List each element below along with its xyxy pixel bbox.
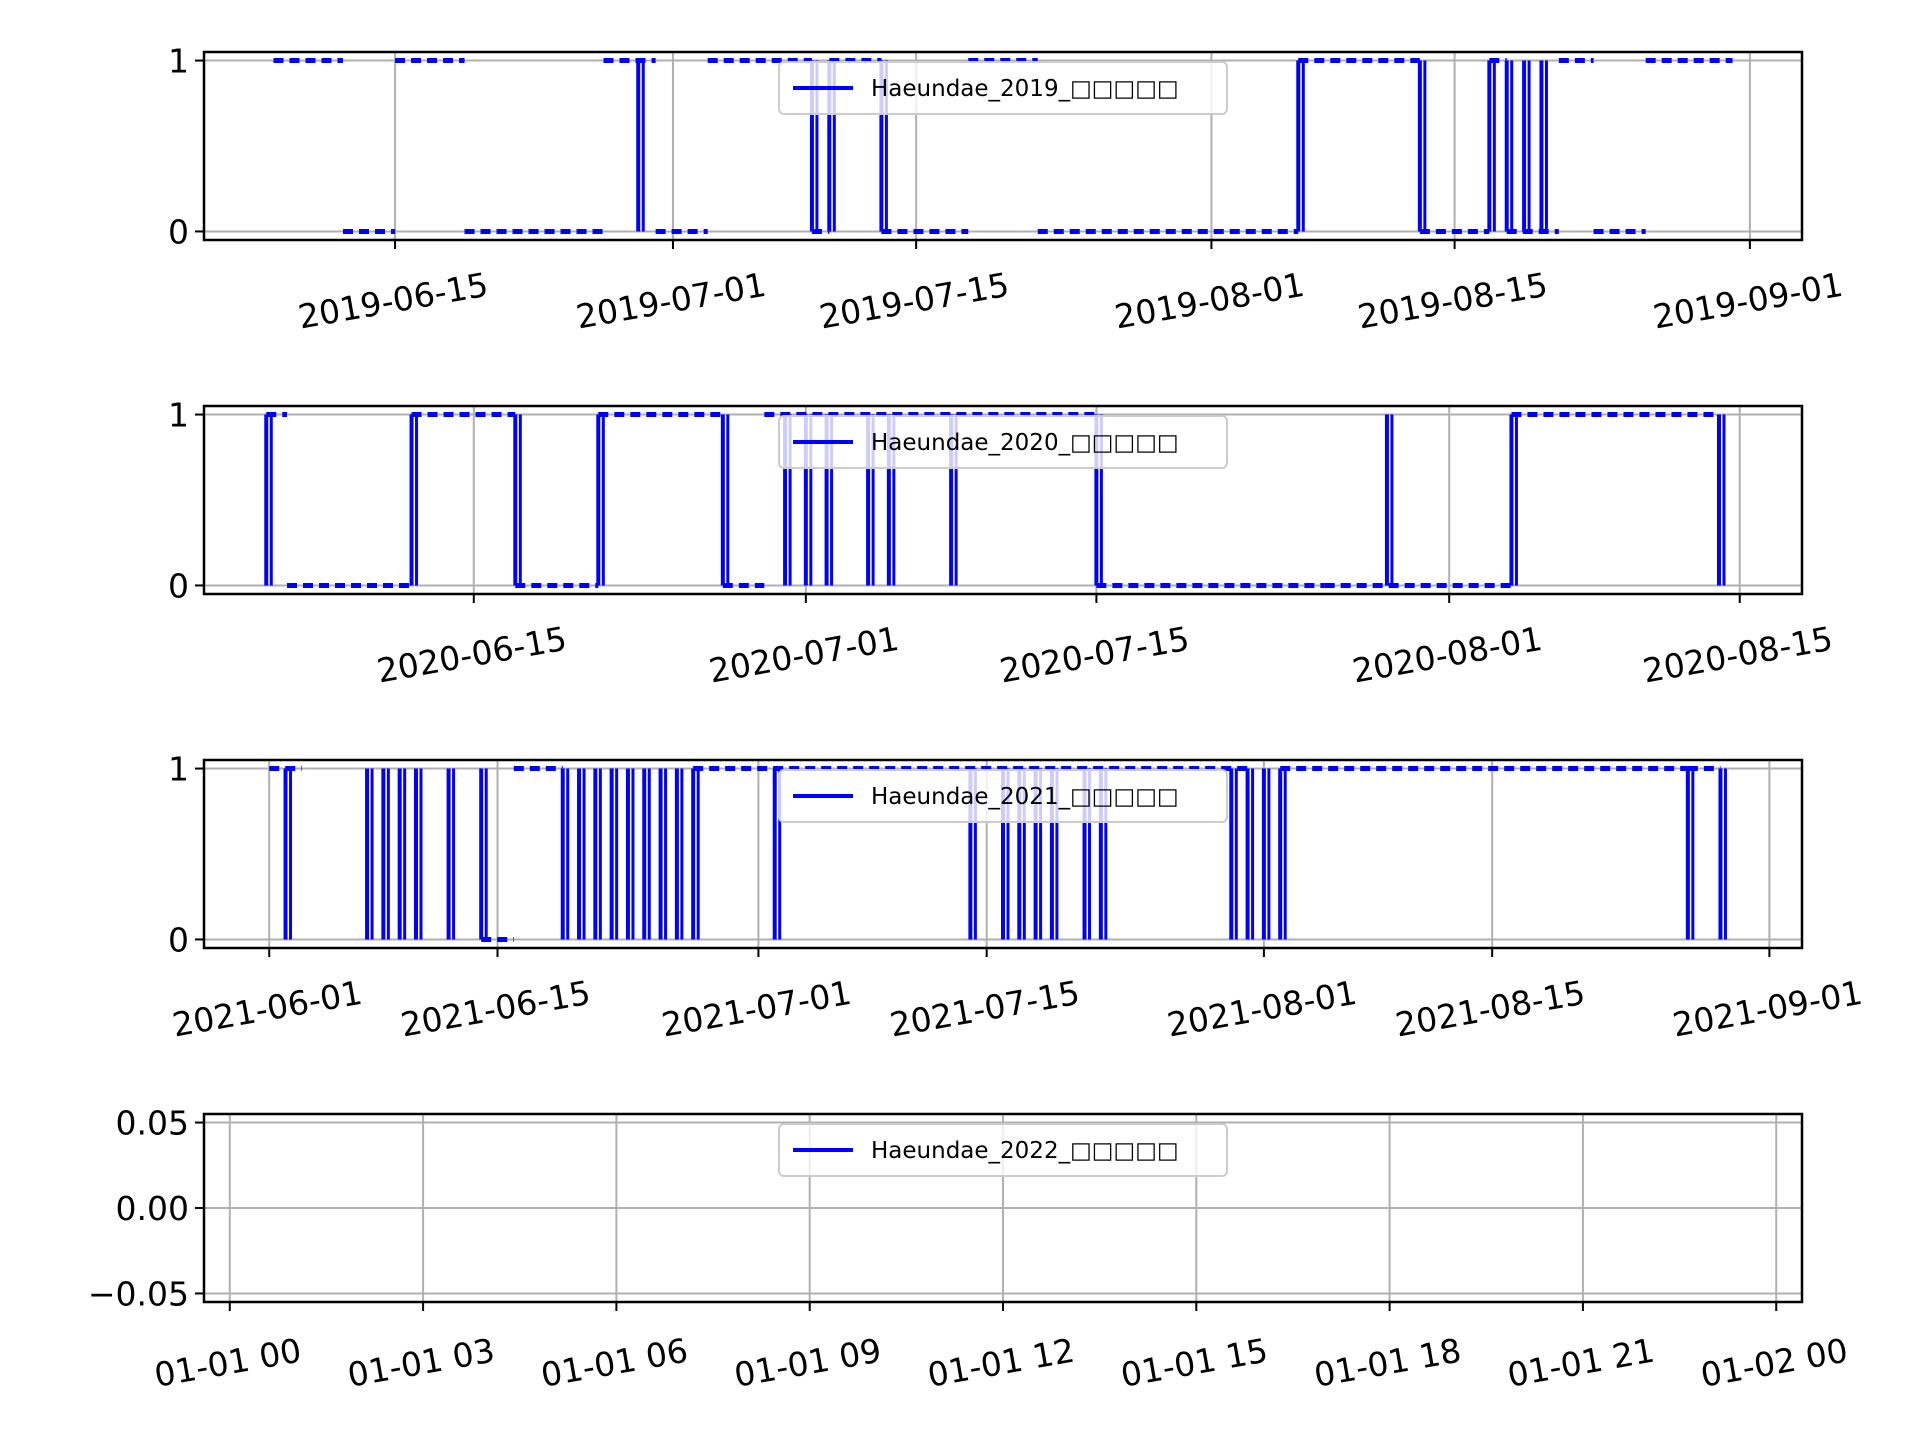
x-tick-label: 2021-08-15	[1392, 973, 1588, 1045]
legend: Haeundae_2019_□□□□□	[778, 61, 1228, 115]
chart-panel-3: 0 1 2021-06-01 2021-06-15 2021-07-01 2021-07-…	[168, 750, 1865, 1045]
legend-label: Haeundae_2021_□□□□□	[871, 784, 1179, 810]
legend-box	[778, 1123, 1228, 1177]
x-tick-label: 2020-07-01	[706, 619, 902, 691]
chart-panel-2: 0 1 2020-06-15 2020-07-01 2020-07-15 2020-08-…	[168, 396, 1836, 691]
x-tick-label: 2021-07-15	[887, 973, 1083, 1045]
x-tick-label: 2020-07-15	[997, 619, 1193, 691]
y-tick-label: 1	[168, 396, 189, 435]
x-tick-label: 2019-09-01	[1650, 265, 1846, 337]
x-tick-label: 01-01 15	[1118, 1331, 1271, 1395]
x-tick-label: 2020-08-15	[1640, 619, 1836, 691]
legend: Haeundae_2022_□□□□□	[778, 1123, 1228, 1177]
y-tick-label: 1	[168, 750, 189, 789]
x-tick-label: 2021-09-01	[1670, 973, 1866, 1045]
x-tick-label: 2019-08-01	[1112, 265, 1308, 337]
chart-panel-1: 0 1 2019-06-15 2019-07-01 2019-07-15 2019-08-…	[168, 42, 1846, 337]
x-tick-label: 2019-06-15	[295, 265, 491, 337]
axes-frame	[202, 758, 1804, 950]
y-tick-label: 0	[168, 920, 189, 959]
x-tick-label: 01-01 18	[1311, 1331, 1464, 1395]
legend-label: Haeundae_2022_□□□□□	[871, 1138, 1179, 1164]
x-tick-label: 2019-07-15	[816, 265, 1012, 337]
y-tick-label: 1	[168, 42, 189, 81]
x-tick-label: 2021-08-01	[1164, 973, 1360, 1045]
legend: Haeundae_2020_□□□□□	[778, 415, 1228, 469]
y-tick-label: 0	[168, 566, 189, 605]
x-tick-label: 2021-06-01	[169, 973, 365, 1045]
y-tick-label: 0.00	[116, 1189, 189, 1228]
legend-box	[778, 61, 1228, 115]
y-tick-label: −0.05	[88, 1274, 189, 1313]
x-tick-label: 2020-08-01	[1349, 619, 1545, 691]
legend-box	[778, 769, 1228, 823]
y-tick-label: 0	[168, 212, 189, 251]
legend-box	[778, 415, 1228, 469]
chart-panel-4: −0.05 0.00 0.05 01-01 00 01-01 03 01-01 06 01-…	[88, 1104, 1851, 1395]
x-tick-label: 01-01 03	[345, 1331, 498, 1395]
x-tick-label: 01-01 09	[731, 1331, 884, 1395]
x-tick-label: 2021-07-01	[659, 973, 855, 1045]
x-tick-label: 2019-08-15	[1355, 265, 1551, 337]
x-tick-label: 01-01 06	[538, 1331, 691, 1395]
x-tick-label: 2019-07-01	[573, 265, 769, 337]
legend: Haeundae_2021_□□□□□	[778, 769, 1228, 823]
legend-label: Haeundae_2019_□□□□□	[871, 76, 1179, 102]
x-tick-label: 01-02 00	[1698, 1331, 1851, 1395]
legend-label: Haeundae_2020_□□□□□	[871, 430, 1179, 456]
axes-frame	[202, 404, 1804, 596]
x-tick-label: 2021-06-15	[398, 973, 594, 1045]
x-tick-label: 01-01 21	[1504, 1331, 1657, 1395]
y-tick-label: 0.05	[116, 1104, 189, 1143]
x-tick-label: 01-01 00	[151, 1331, 304, 1395]
x-tick-label: 01-01 12	[925, 1331, 1078, 1395]
x-tick-label: 2020-06-15	[374, 619, 570, 691]
axes-frame	[202, 50, 1804, 242]
